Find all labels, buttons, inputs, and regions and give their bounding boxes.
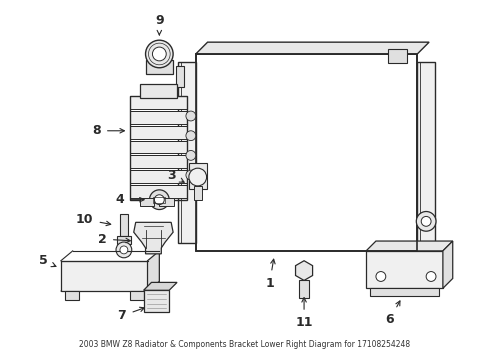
Polygon shape xyxy=(295,261,312,280)
Bar xyxy=(129,291,143,300)
Circle shape xyxy=(375,271,385,282)
Text: 11: 11 xyxy=(295,298,312,329)
Polygon shape xyxy=(61,282,159,291)
Bar xyxy=(145,60,173,74)
Circle shape xyxy=(425,271,435,282)
Bar xyxy=(188,163,206,189)
Bar xyxy=(193,186,201,200)
Bar xyxy=(140,85,177,98)
Bar xyxy=(129,111,186,124)
Bar xyxy=(195,54,416,251)
Circle shape xyxy=(154,195,164,204)
Bar xyxy=(195,54,416,251)
Circle shape xyxy=(185,111,195,121)
Text: 5: 5 xyxy=(39,254,56,267)
Bar xyxy=(129,96,186,200)
Bar xyxy=(120,215,127,236)
Circle shape xyxy=(188,168,206,186)
Circle shape xyxy=(415,212,435,231)
Circle shape xyxy=(120,246,127,254)
Circle shape xyxy=(185,150,195,160)
Polygon shape xyxy=(366,251,442,288)
Bar xyxy=(117,236,130,244)
Text: 3: 3 xyxy=(166,168,184,182)
Bar xyxy=(299,280,308,298)
Polygon shape xyxy=(143,282,177,290)
Bar xyxy=(176,66,183,87)
Text: 2003 BMW Z8 Radiator & Components Bracket Lower Right Diagram for 17108254248: 2003 BMW Z8 Radiator & Components Bracke… xyxy=(79,340,409,349)
Polygon shape xyxy=(369,288,438,296)
Circle shape xyxy=(185,131,195,141)
Text: 7: 7 xyxy=(117,307,144,322)
Polygon shape xyxy=(195,42,428,54)
Bar xyxy=(129,185,186,198)
Polygon shape xyxy=(61,261,147,291)
Polygon shape xyxy=(442,241,452,288)
Bar xyxy=(129,126,186,139)
Bar xyxy=(129,156,186,168)
Bar xyxy=(197,56,414,249)
Bar xyxy=(143,290,169,312)
Bar xyxy=(129,170,186,183)
Text: 6: 6 xyxy=(385,301,399,326)
Bar xyxy=(153,197,165,203)
Bar xyxy=(65,291,79,300)
Text: 8: 8 xyxy=(92,124,124,137)
Circle shape xyxy=(152,47,166,61)
Bar xyxy=(129,96,186,109)
Polygon shape xyxy=(366,241,452,251)
Polygon shape xyxy=(133,222,173,254)
Text: 4: 4 xyxy=(115,193,144,206)
Circle shape xyxy=(149,190,169,210)
Polygon shape xyxy=(147,251,159,291)
Polygon shape xyxy=(416,62,434,243)
Circle shape xyxy=(145,40,173,68)
Circle shape xyxy=(420,216,430,226)
Text: 9: 9 xyxy=(155,14,163,35)
Bar xyxy=(140,198,154,206)
Text: 1: 1 xyxy=(264,259,275,290)
Bar xyxy=(159,198,174,206)
Circle shape xyxy=(116,242,131,258)
Bar xyxy=(129,141,186,153)
Circle shape xyxy=(185,170,195,180)
Polygon shape xyxy=(178,62,195,243)
Text: 10: 10 xyxy=(76,213,110,226)
Text: 2: 2 xyxy=(98,233,130,246)
Bar xyxy=(387,49,407,63)
